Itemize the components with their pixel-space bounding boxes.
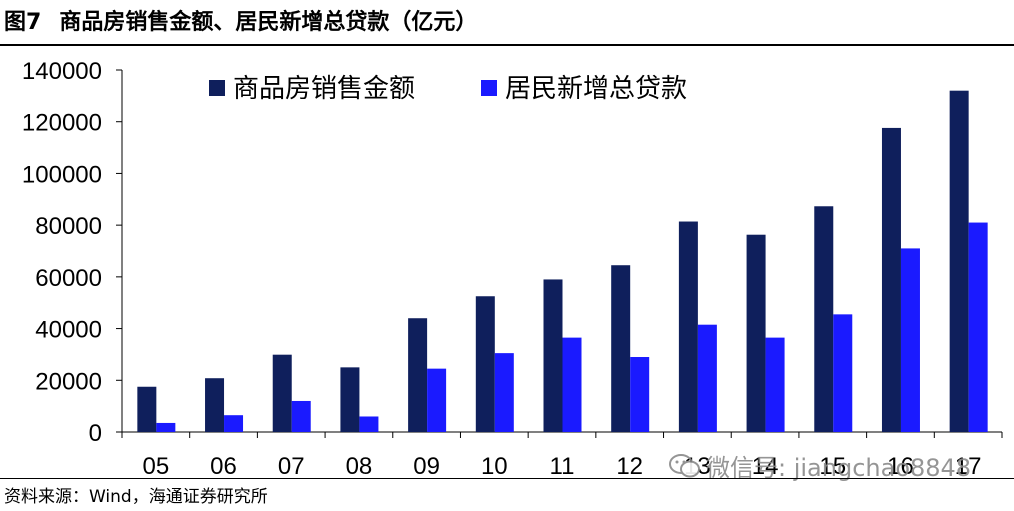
bar-chart: 020000400006000080000100000120000140000 … (22, 58, 1003, 478)
x-tick-label: 06 (210, 453, 237, 478)
bar-loans (833, 314, 853, 432)
bar-loans (156, 422, 176, 432)
bar-sales (746, 234, 766, 432)
x-tick-label: 07 (278, 453, 305, 478)
legend-swatch (209, 80, 225, 96)
bar-loans (697, 324, 717, 432)
bar-sales (205, 378, 225, 432)
figure-number: 图7 (4, 10, 42, 35)
x-tick-label: 16 (887, 453, 914, 478)
bar-sales (881, 127, 901, 433)
x-tick-label: 14 (752, 453, 779, 478)
legend: 商品房销售金额 居民新增总贷款 (209, 74, 687, 104)
bar-sales (949, 90, 969, 432)
y-axis: 0 20000 40000 60000 80000 100000 120000 140000 (22, 58, 123, 447)
y-tick-label: 140000 (22, 58, 102, 85)
y-tick-label: 80000 (35, 213, 102, 240)
source-note: 资料来源：Wind，海通证券研究所 (4, 487, 268, 507)
bar-sales (611, 265, 631, 432)
bar-loans (765, 337, 785, 432)
title-divider (0, 44, 1014, 46)
bar-loans (224, 415, 244, 432)
bar-sales (814, 206, 834, 432)
x-tick-label: 12 (616, 453, 643, 478)
x-tick-label: 11 (550, 453, 575, 478)
watermark: 微信号: jiangchao8848 (668, 448, 971, 483)
figure-title: 图7 商品房销售金额、居民新增总贷款（亿元） (4, 6, 477, 40)
bar-loans (562, 337, 582, 432)
y-tick-label: 60000 (35, 265, 102, 292)
x-tick-label: 08 (346, 453, 373, 478)
bar-loans (427, 368, 447, 432)
x-tick-label: 15 (819, 453, 846, 478)
legend-swatch (481, 80, 497, 96)
bar-sales (272, 354, 292, 432)
bars (137, 90, 988, 433)
bar-sales (408, 318, 428, 432)
y-tick-label: 0 (89, 420, 102, 447)
y-tick-label: 120000 (22, 110, 102, 137)
source-divider (0, 478, 1014, 479)
bar-sales (475, 296, 495, 432)
wechat-icon (669, 454, 700, 478)
bar-loans (900, 248, 920, 432)
bar-loans (630, 357, 650, 432)
bar-sales (340, 367, 360, 432)
bar-loans (968, 222, 988, 432)
x-tick-label: 10 (481, 453, 508, 478)
x-tick-label: 05 (142, 453, 169, 478)
bar-loans (359, 416, 379, 432)
y-tick-label: 40000 (35, 317, 102, 344)
figure-title-text: 商品房销售金额、居民新增总贷款（亿元） (59, 10, 478, 35)
y-tick-label: 20000 (35, 368, 102, 395)
x-axis: 05060708091011121314151617 (121, 431, 1003, 478)
watermark-text: 微信号: jiangchao8848 (706, 454, 972, 482)
bar-sales (678, 221, 698, 432)
legend-label: 商品房销售金额 (233, 74, 415, 104)
x-tick-label: 17 (955, 453, 982, 478)
bar-sales (543, 279, 563, 432)
bar-loans (494, 353, 514, 432)
y-tick-label: 100000 (22, 161, 102, 188)
legend-label: 居民新增总贷款 (505, 74, 687, 104)
bar-sales (137, 386, 157, 432)
bar-loans (291, 400, 311, 432)
x-tick-label: 09 (413, 453, 440, 478)
